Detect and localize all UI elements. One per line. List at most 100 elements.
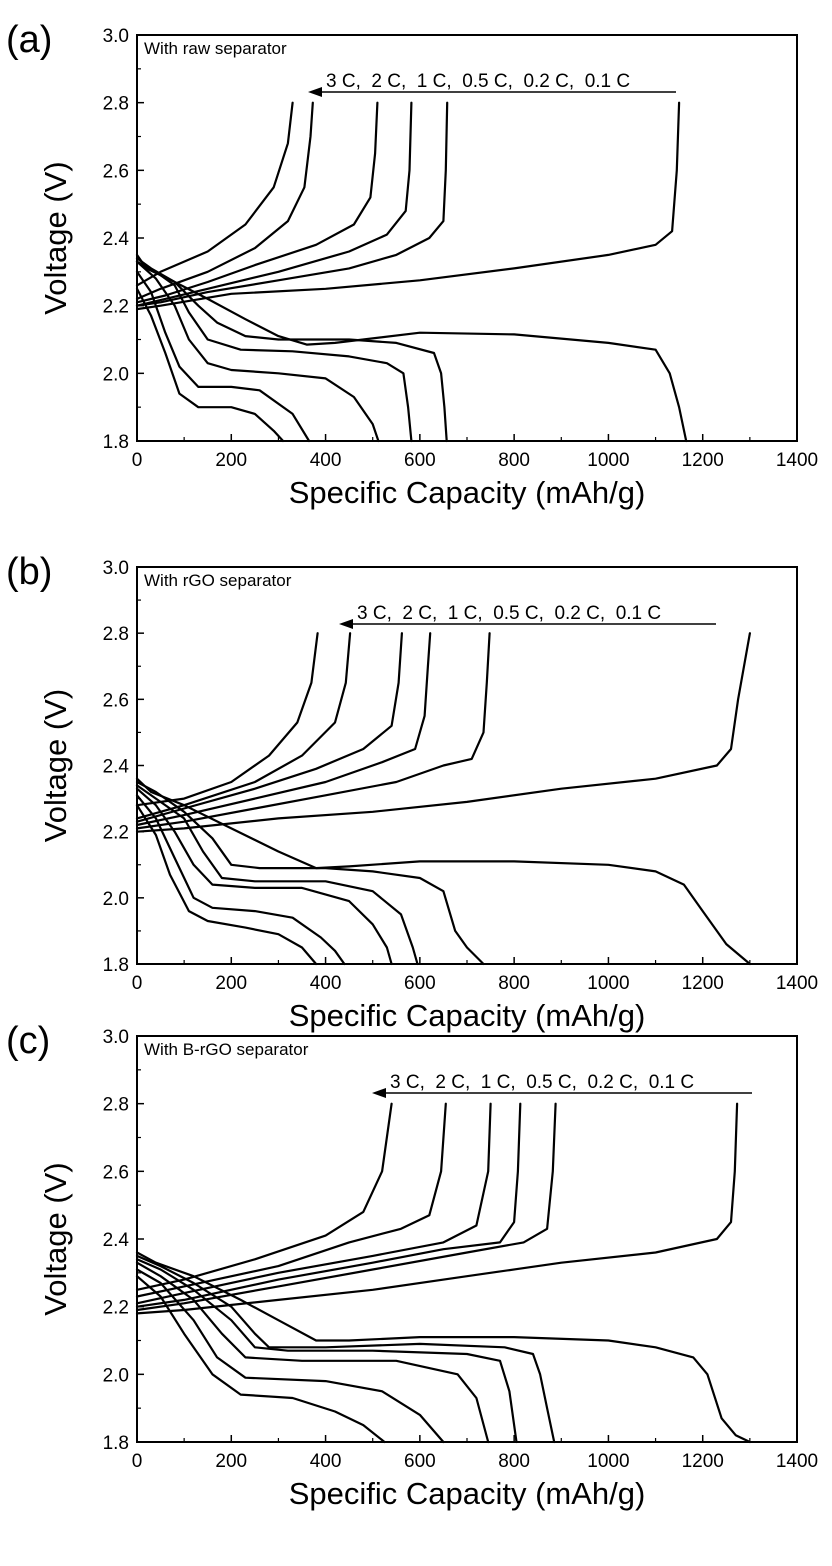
curve-charge-1-C bbox=[135, 1102, 492, 1305]
curve-charge-2-C bbox=[135, 632, 352, 820]
y-tick-label: 2.2 bbox=[103, 823, 129, 844]
curve-charge-3-C bbox=[135, 632, 319, 807]
rate-labels: 3 C, 2 C, 1 C, 0.5 C, 0.2 C, 0.1 C bbox=[390, 1072, 694, 1093]
x-tick-label: 0 bbox=[132, 1451, 143, 1472]
x-tick-label: 800 bbox=[498, 973, 530, 994]
y-tick-label: 1.8 bbox=[103, 1433, 129, 1454]
y-tick-label: 1.8 bbox=[103, 955, 129, 976]
x-axis-title: Specific Capacity (mAh/g) bbox=[289, 1476, 646, 1511]
y-tick-label: 2.0 bbox=[103, 364, 129, 385]
y-tick-label: 2.4 bbox=[103, 757, 130, 778]
y-tick-label: 2.8 bbox=[103, 1095, 129, 1116]
chart-panel-c: 0 200 400 600 800 1000 1200 1400 1.8 2.0 2.2 2.4 2.6… bbox=[6, 1020, 818, 1511]
separator-annotation: With raw separator bbox=[144, 39, 287, 58]
plot-frame bbox=[136, 34, 798, 442]
x-tick-label: 600 bbox=[404, 973, 436, 994]
curve-discharge-3-C bbox=[135, 804, 318, 966]
curve-charge-0-5-C bbox=[135, 101, 413, 307]
x-tick-label: 800 bbox=[498, 450, 530, 471]
x-tick-label: 0 bbox=[132, 450, 143, 471]
x-tick-label: 400 bbox=[310, 1451, 342, 1472]
x-tick-label: 1000 bbox=[587, 973, 629, 994]
x-tick-label: 600 bbox=[404, 450, 436, 471]
x-tick-label: 200 bbox=[215, 973, 247, 994]
chart-panel-b: 0 200 400 600 800 1000 1200 1400 1.8 2.0 2.2 2.4 2.6… bbox=[6, 551, 818, 1033]
x-tick-label: 400 bbox=[310, 973, 342, 994]
y-tick-label: 2.6 bbox=[103, 1162, 129, 1183]
y-tick-label: 2.6 bbox=[103, 690, 129, 711]
curve-discharge-2-C bbox=[135, 270, 311, 443]
panel-label: (a) bbox=[6, 19, 52, 61]
curve-charge-1-C bbox=[135, 101, 379, 304]
x-tick-label: 0 bbox=[132, 973, 143, 994]
x-tick-label: 400 bbox=[310, 450, 342, 471]
curve-charge-2-C bbox=[135, 101, 314, 300]
rate-arrow-head bbox=[372, 1088, 386, 1098]
curve-charge-3-C bbox=[135, 101, 294, 287]
curve-discharge-0-1-C bbox=[135, 1251, 751, 1444]
x-tick-label: 1000 bbox=[587, 1451, 629, 1472]
x-tick-label: 1400 bbox=[776, 1451, 818, 1472]
curve-discharge-3-C bbox=[135, 1275, 386, 1444]
x-tick-label: 1200 bbox=[682, 1451, 724, 1472]
separator-annotation: With B-rGO separator bbox=[144, 1040, 309, 1059]
rate-labels: 3 C, 2 C, 1 C, 0.5 C, 0.2 C, 0.1 C bbox=[326, 71, 630, 92]
separator-annotation: With rGO separator bbox=[144, 571, 292, 590]
x-tick-label: 600 bbox=[404, 1451, 436, 1472]
chart-panel-a: 0 200 400 600 800 1000 1200 1400 1.8 2.0 2.2 2.4 2.6… bbox=[6, 19, 818, 510]
y-tick-label: 2.0 bbox=[103, 1365, 129, 1386]
y-tick-label: 2.0 bbox=[103, 889, 129, 910]
x-axis-title: Specific Capacity (mAh/g) bbox=[289, 998, 646, 1033]
y-axis-title: Voltage (V) bbox=[38, 161, 73, 314]
y-tick-label: 1.8 bbox=[103, 432, 129, 453]
y-tick-label: 3.0 bbox=[103, 558, 129, 579]
x-axis-title: Specific Capacity (mAh/g) bbox=[289, 475, 646, 510]
y-tick-label: 2.8 bbox=[103, 624, 129, 645]
y-tick-label: 2.2 bbox=[103, 297, 129, 318]
x-tick-label: 1200 bbox=[682, 973, 724, 994]
curve-discharge-0-1-C bbox=[135, 777, 751, 966]
curve-discharge-2-C bbox=[135, 794, 346, 966]
y-axis-title: Voltage (V) bbox=[38, 1162, 73, 1315]
curve-charge-0-2-C bbox=[135, 632, 491, 830]
curve-discharge-2-C bbox=[135, 1268, 445, 1444]
rate-arrow-head bbox=[339, 619, 353, 629]
y-tick-label: 2.4 bbox=[103, 1230, 130, 1251]
y-tick-label: 2.6 bbox=[103, 161, 129, 182]
curve-discharge-1-C bbox=[135, 787, 393, 966]
x-tick-label: 1000 bbox=[587, 450, 629, 471]
y-tick-label: 3.0 bbox=[103, 1027, 129, 1048]
rate-labels: 3 C, 2 C, 1 C, 0.5 C, 0.2 C, 0.1 C bbox=[357, 603, 661, 624]
x-tick-label: 200 bbox=[215, 450, 247, 471]
curve-charge-0-1-C bbox=[135, 1102, 739, 1315]
curve-charge-0-1-C bbox=[135, 101, 681, 311]
curve-discharge-0-2-C bbox=[135, 780, 485, 966]
y-tick-label: 3.0 bbox=[103, 26, 129, 47]
y-axis-title: Voltage (V) bbox=[38, 689, 73, 842]
x-tick-label: 1200 bbox=[682, 450, 724, 471]
curve-charge-0-2-C bbox=[135, 101, 449, 307]
curve-discharge-0-5-C bbox=[135, 260, 413, 443]
curve-charge-3-C bbox=[135, 1102, 393, 1291]
x-tick-label: 800 bbox=[498, 1451, 530, 1472]
curve-discharge-0-2-C bbox=[135, 257, 448, 443]
panel-label: (c) bbox=[6, 1020, 50, 1062]
y-tick-label: 2.2 bbox=[103, 1298, 129, 1319]
curve-charge-2-C bbox=[135, 1102, 447, 1298]
y-tick-label: 2.8 bbox=[103, 94, 129, 115]
curve-charge-0-2-C bbox=[135, 1102, 557, 1312]
x-tick-label: 1400 bbox=[776, 450, 818, 471]
curve-discharge-0-5-C bbox=[135, 1258, 518, 1444]
curve-charge-0-5-C bbox=[135, 632, 432, 827]
y-tick-label: 2.4 bbox=[103, 229, 130, 250]
curve-discharge-0-1-C bbox=[135, 253, 688, 443]
curve-charge-0-5-C bbox=[135, 1102, 522, 1308]
panel-label: (b) bbox=[6, 551, 52, 593]
curve-charge-0-1-C bbox=[135, 632, 751, 833]
curve-charge-1-C bbox=[135, 632, 403, 823]
plot-frame bbox=[136, 1035, 798, 1443]
curve-discharge-3-C bbox=[135, 287, 285, 443]
rate-arrow-head bbox=[308, 87, 322, 97]
curve-discharge-1-C bbox=[135, 260, 380, 443]
